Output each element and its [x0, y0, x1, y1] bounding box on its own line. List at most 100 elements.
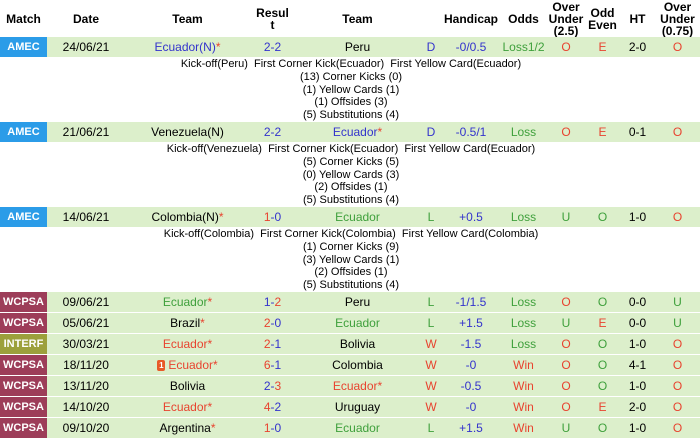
over-under-0-75: O [655, 207, 700, 228]
handicap-value: -0/0.5 [442, 37, 500, 58]
detail-corner-kicks: (13) Corner Kicks (0) [299, 70, 403, 83]
away-team[interactable]: Peru [295, 37, 420, 58]
result-letter: W [420, 333, 442, 355]
league-badge[interactable]: AMEC [0, 37, 47, 58]
over-under-0-75: O [655, 375, 700, 397]
home-team[interactable]: Argentina* [125, 417, 250, 439]
match-date: 18/11/20 [47, 354, 125, 376]
handicap-value: -0.5/1 [442, 122, 500, 143]
match-date: 13/11/20 [47, 375, 125, 397]
full-time-score: 6-1 [250, 354, 295, 376]
odds-result: Win [500, 417, 547, 439]
over-under-0-75: O [655, 333, 700, 355]
over-under-0-75: U [655, 312, 700, 334]
result-letter: D [420, 37, 442, 58]
result-letter: L [420, 292, 442, 313]
odds-result: Win [500, 375, 547, 397]
match-row: AMEC 21/06/21 Venezuela(N) 2-2 Ecuador* … [0, 122, 700, 143]
detail-offsides: (1) Offsides (3) [314, 96, 388, 109]
league-badge[interactable]: WCPSA [0, 312, 47, 334]
full-time-score: 2-1 [250, 333, 295, 355]
match-row: WCPSA 18/11/20 1 Ecuador* 6-1 Colombia W … [0, 354, 700, 376]
league-badge[interactable]: AMEC [0, 122, 47, 143]
detail-offsides: (2) Offsides (1) [314, 181, 388, 194]
home-star: * [218, 210, 224, 224]
over-under-2-5: O [547, 333, 585, 355]
detail-yellow-cards: (0) Yellow Cards (3) [302, 168, 400, 181]
match-date: 09/10/20 [47, 417, 125, 439]
away-team[interactable]: Uruguay [295, 396, 420, 418]
over-under-2-5: O [547, 354, 585, 376]
league-badge[interactable]: AMEC [0, 207, 47, 228]
league-badge[interactable]: WCPSA [0, 396, 47, 418]
league-badge[interactable]: INTERF [0, 333, 47, 355]
away-team[interactable]: Ecuador [295, 312, 420, 334]
odds-result: Loss [500, 312, 547, 334]
home-team[interactable]: Ecuador* [125, 292, 250, 313]
handicap-value: -0 [442, 354, 500, 376]
match-date: 05/06/21 [47, 312, 125, 334]
home-team[interactable]: Ecuador(N)* [125, 37, 250, 58]
home-team[interactable]: Venezuela(N) [125, 122, 250, 143]
full-time-score: 2-2 [250, 122, 295, 143]
home-star: * [207, 295, 213, 309]
odd-even: E [585, 122, 620, 143]
home-team[interactable]: 1 Ecuador* [125, 354, 250, 376]
col-header-odd-even: Odd Even [585, 0, 620, 37]
league-badge[interactable]: WCPSA [0, 354, 47, 376]
result-letter: W [420, 375, 442, 397]
half-time-score: 0-1 [620, 122, 655, 143]
over-under-0-75: O [655, 37, 700, 58]
handicap-value: +1.5 [442, 312, 500, 334]
away-team[interactable]: Ecuador [295, 417, 420, 439]
odds-result: Loss [500, 207, 547, 228]
red-card-icon: 1 [157, 360, 166, 371]
home-team[interactable]: Bolivia [125, 375, 250, 397]
match-date: 14/06/21 [47, 207, 125, 228]
home-team[interactable]: Brazil* [125, 312, 250, 334]
away-team[interactable]: Colombia [295, 354, 420, 376]
home-team[interactable]: Ecuador* [125, 333, 250, 355]
col-header-ht: HT [620, 0, 655, 37]
half-time-score: 2-0 [620, 37, 655, 58]
half-time-score: 0-0 [620, 312, 655, 334]
league-badge[interactable]: WCPSA [0, 292, 47, 313]
league-badge[interactable]: WCPSA [0, 417, 47, 439]
detail-corner-kicks: (1) Corner Kicks (9) [303, 240, 399, 253]
away-team[interactable]: Bolivia [295, 333, 420, 355]
col-header-wdl [420, 0, 442, 37]
away-team[interactable]: Ecuador* [295, 375, 420, 397]
full-time-score: 2-2 [250, 37, 295, 58]
away-star: * [377, 379, 383, 393]
home-team[interactable]: Colombia(N)* [125, 207, 250, 228]
half-time-score: 1-0 [620, 207, 655, 228]
away-team[interactable]: Ecuador [295, 207, 420, 228]
odd-even: O [585, 354, 620, 376]
match-date: 14/10/20 [47, 396, 125, 418]
home-team[interactable]: Ecuador* [125, 396, 250, 418]
away-team[interactable]: Ecuador* [295, 122, 420, 143]
over-under-0-75: O [655, 396, 700, 418]
over-under-2-5: U [547, 207, 585, 228]
half-time-score: 1-0 [620, 375, 655, 397]
over-under-2-5: O [547, 375, 585, 397]
col-header-date: Date [47, 0, 125, 37]
match-date: 24/06/21 [47, 37, 125, 58]
col-header-team-home: Team [125, 0, 250, 37]
detail-kickoff-line: Kick-off(Venezuela) First Corner Kick(Ec… [166, 143, 536, 155]
odd-even: O [585, 375, 620, 397]
col-header-result: Result [250, 0, 295, 37]
col-header-match: Match [0, 0, 47, 37]
odds-result: Loss [500, 333, 547, 355]
odds-result: Loss [500, 122, 547, 143]
away-team[interactable]: Peru [295, 292, 420, 313]
league-badge[interactable]: WCPSA [0, 375, 47, 397]
handicap-value: -1.5 [442, 333, 500, 355]
full-time-score: 2-3 [250, 375, 295, 397]
match-row: WCPSA 14/10/20 Ecuador* 4-2 Uruguay W -0… [0, 396, 700, 418]
over-under-2-5: U [547, 417, 585, 439]
detail-offsides: (2) Offsides (1) [314, 266, 388, 279]
match-row: WCPSA 05/06/21 Brazil* 2-0 Ecuador L +1.… [0, 312, 700, 334]
handicap-value: -0 [442, 396, 500, 418]
